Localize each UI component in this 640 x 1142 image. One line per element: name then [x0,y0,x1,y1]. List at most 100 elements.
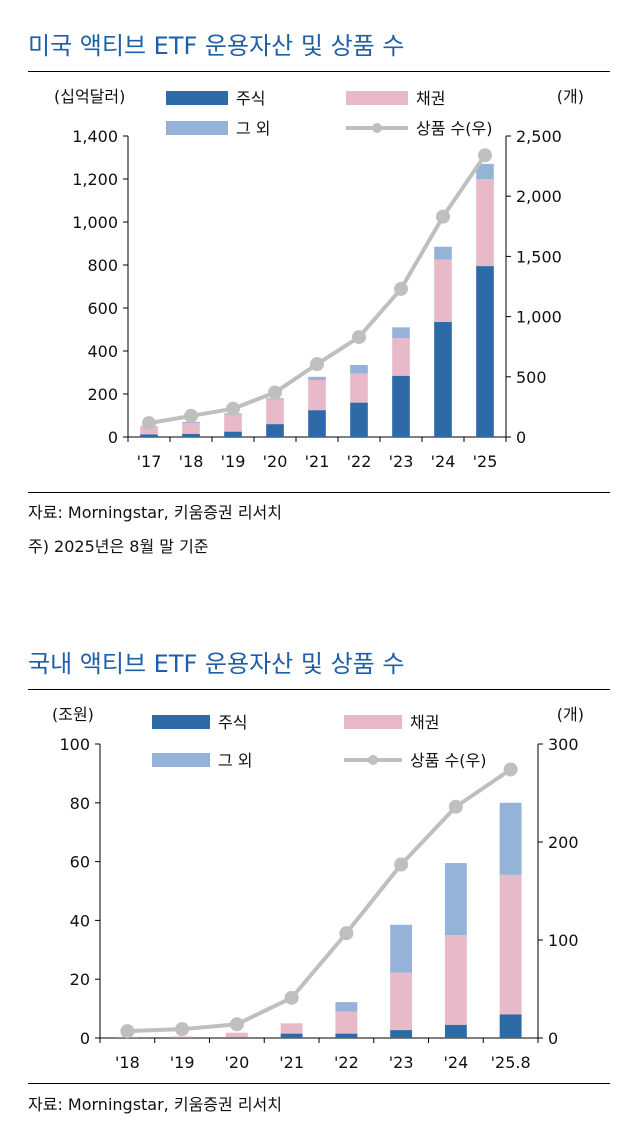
chart1-right-tick-label: 2,500 [516,127,562,146]
chart1-bar-other [434,246,452,260]
chart1-product-count-point [478,148,492,163]
chart2-bar-other [444,863,467,936]
chart2-bar-stock [225,1037,248,1038]
chart1-legend-label-stock: 주식 [236,89,265,108]
chart2-x-tick-label: '18 [115,1053,140,1072]
chart2-bar-bond [444,935,467,1025]
chart1-right-tick-label: 2,000 [516,187,562,206]
chart1-bar-bond [392,338,410,376]
chart2-x-tick-label: '23 [389,1053,414,1072]
chart2-left-tick-label: 20 [70,970,90,989]
chart1-left-tick-label: 1,000 [72,213,118,232]
chart1-top-rule [28,71,610,72]
chart1-legend-swatch-stock [166,91,228,105]
chart2-bar-stock [444,1024,467,1038]
chart1-bar-other [308,376,326,381]
chart2-product-count-point [503,762,518,777]
chart2-x-tick-label: '20 [224,1053,249,1072]
chart2-product-count-point [339,926,354,941]
chart2-right-tick-label: 300 [548,735,579,754]
chart1-bar-other [392,327,410,339]
chart1-right-unit: (개) [557,87,584,106]
chart1-left-tick-label: 0 [108,428,118,447]
chart1-bar-bond [224,414,242,432]
chart2-right-tick-label: 0 [548,1029,558,1048]
chart2-left-unit: (조원) [52,705,94,724]
chart2-product-count-point [448,799,463,814]
chart2-right-tick-label: 100 [548,931,579,950]
chart1-x-tick-label: '21 [305,452,330,471]
chart1-title: 미국 액티브 ETF 운용자산 및 상품 수 [28,32,405,60]
chart2-right-unit: (개) [557,705,584,724]
chart1-x-tick-label: '24 [431,452,456,471]
chart1-legend-marker-count [372,123,382,133]
chart2-x-tick-label: '25.8 [491,1053,531,1072]
chart1-product-count-point [436,209,450,224]
chart1-footnote: 주) 2025년은 8월 말 기준 [28,537,209,556]
chart2-bar-bond [280,1023,303,1034]
chart2-product-count-point [120,1024,135,1039]
chart1-bar-bond [350,373,368,403]
chart2-legend-swatch-other [152,753,210,767]
chart1-source: 자료: Morningstar, 키움증권 리서치 [28,503,282,522]
chart2-bar-stock [499,1014,522,1038]
chart1-right-tick-label: 500 [516,368,547,387]
chart2-bar-stock [390,1030,413,1038]
chart2-left-tick-label: 80 [70,794,90,813]
chart2-legend-label-bond: 채권 [410,713,439,732]
chart1-bar-stock [350,402,368,437]
chart1-bar-bond [308,380,326,411]
chart1-left-tick-label: 600 [87,299,118,318]
chart1-svg: 0 200 400 600 800 1,000 1,200 1,400 0 500 1,000 1,5… [54,87,584,471]
chart1-bar-stock [392,375,410,437]
chart1-product-count-point [226,401,240,416]
chart1-bar-stock [476,266,494,437]
chart2-source: 자료: Morningstar, 키움증권 리서치 [28,1095,282,1114]
chart1-x-tick-label: '17 [137,452,162,471]
chart2-left-tick-label: 0 [80,1029,90,1048]
chart2-product-count-point [229,1017,244,1032]
chart1-bar-stock [266,424,284,437]
chart2-legend-label-stock: 주식 [218,713,247,732]
chart2-product-count-line [127,767,512,1034]
chart2-product-count-point [175,1022,190,1037]
chart1-x-tick-label: '18 [179,452,204,471]
chart1-product-count-point [142,416,156,431]
chart1-bar-bond [476,179,494,267]
chart2-left-tick-label: 60 [70,853,90,872]
chart2-svg: 0 20 40 60 80 100 0 100 200 300 '18 '19 '20 '21 '22 '23… [52,705,584,1072]
chart1-left-tick-label: 1,200 [72,170,118,189]
chart2-x-tick-label: '22 [334,1053,359,1072]
chart2-bar-bond [499,874,522,1015]
chart1-right-tick-label: 0 [516,428,526,447]
chart2-bottom-rule [28,1083,610,1084]
chart2-legend-marker-count [368,755,378,765]
chart1-right-tick-label: 1,000 [516,308,562,327]
chart1-bar-stock [308,410,326,437]
chart2-bar-other [499,802,522,875]
chart1-left-tick-label: 1,400 [72,127,118,146]
chart1-bar-other [476,163,494,179]
chart2-bar-other [335,1002,358,1012]
chart1-bar-other [350,364,368,374]
chart1-x-tick-label: '22 [347,452,372,471]
chart2-bar-stock [171,1037,194,1038]
chart1-legend-swatch-other [166,121,228,135]
chart2-legend-swatch-stock [152,715,210,729]
chart1-product-count-point [394,281,408,296]
chart2-legend-label-count: 상품 수(우) [410,751,486,770]
chart1-legend-swatch-bond [346,91,408,105]
chart1-product-count-point [184,408,198,423]
chart1-bar-stock [140,434,158,437]
chart1-legend-label-bond: 채권 [416,89,445,108]
chart2-bar-stock [280,1033,303,1038]
chart1-x-tick-label: '20 [263,452,288,471]
chart1-left-tick-label: 200 [87,385,118,404]
chart2-title: 국내 액티브 ETF 운용자산 및 상품 수 [28,650,405,678]
chart1-x-tick-label: '19 [221,452,246,471]
chart2-left-tick-label: 40 [70,911,90,930]
chart2-bar-bond [225,1032,248,1038]
chart1-left-tick-label: 800 [87,256,118,275]
chart1-product-count-point [268,385,282,400]
chart1-x-tick-label: '25 [473,452,498,471]
